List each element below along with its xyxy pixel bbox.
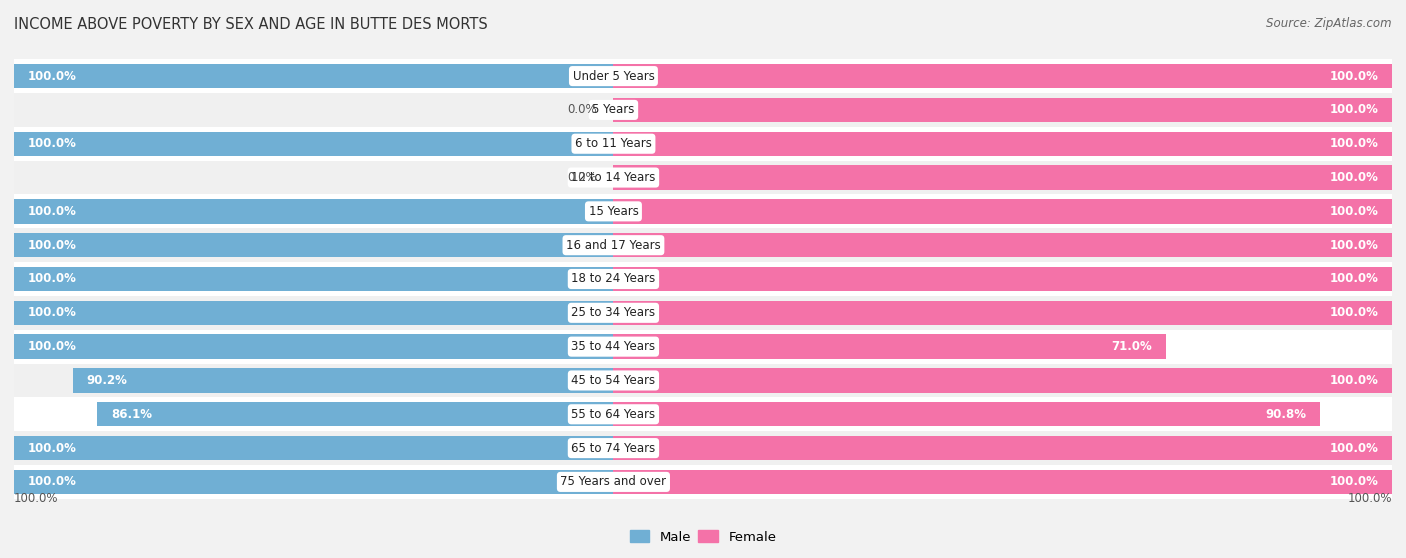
Bar bbox=[613, 334, 1166, 359]
Text: 100.0%: 100.0% bbox=[1329, 137, 1378, 150]
Bar bbox=[14, 194, 1392, 228]
Text: 100.0%: 100.0% bbox=[1347, 492, 1392, 506]
Text: Under 5 Years: Under 5 Years bbox=[572, 70, 654, 83]
Bar bbox=[14, 228, 1392, 262]
Text: 100.0%: 100.0% bbox=[28, 340, 77, 353]
Bar bbox=[14, 64, 613, 88]
Text: 100.0%: 100.0% bbox=[1329, 239, 1378, 252]
Text: 75 Years and over: 75 Years and over bbox=[561, 475, 666, 488]
Text: 65 to 74 Years: 65 to 74 Years bbox=[571, 441, 655, 455]
Bar bbox=[613, 470, 1392, 494]
Text: 100.0%: 100.0% bbox=[1329, 171, 1378, 184]
Text: 100.0%: 100.0% bbox=[1329, 374, 1378, 387]
Text: 100.0%: 100.0% bbox=[1329, 441, 1378, 455]
Text: 100.0%: 100.0% bbox=[1329, 70, 1378, 83]
Bar bbox=[613, 199, 1392, 224]
Text: 100.0%: 100.0% bbox=[1329, 205, 1378, 218]
Bar bbox=[14, 132, 613, 156]
Text: 100.0%: 100.0% bbox=[28, 272, 77, 286]
Bar bbox=[14, 397, 1392, 431]
Text: 100.0%: 100.0% bbox=[1329, 475, 1378, 488]
Bar bbox=[14, 127, 1392, 161]
Text: 0.0%: 0.0% bbox=[567, 171, 598, 184]
Text: 100.0%: 100.0% bbox=[1329, 306, 1378, 319]
Bar bbox=[14, 93, 1392, 127]
Text: 100.0%: 100.0% bbox=[28, 70, 77, 83]
Bar bbox=[613, 436, 1392, 460]
Text: INCOME ABOVE POVERTY BY SEX AND AGE IN BUTTE DES MORTS: INCOME ABOVE POVERTY BY SEX AND AGE IN B… bbox=[14, 17, 488, 32]
Text: 15 Years: 15 Years bbox=[589, 205, 638, 218]
Text: 55 to 64 Years: 55 to 64 Years bbox=[571, 408, 655, 421]
Bar bbox=[14, 161, 1392, 194]
Text: 86.1%: 86.1% bbox=[111, 408, 152, 421]
Bar bbox=[14, 334, 613, 359]
Text: 90.2%: 90.2% bbox=[87, 374, 128, 387]
Text: Source: ZipAtlas.com: Source: ZipAtlas.com bbox=[1267, 17, 1392, 30]
Text: 100.0%: 100.0% bbox=[28, 239, 77, 252]
Text: 100.0%: 100.0% bbox=[1329, 103, 1378, 117]
Text: 100.0%: 100.0% bbox=[14, 492, 59, 506]
Text: 100.0%: 100.0% bbox=[28, 475, 77, 488]
Bar bbox=[14, 267, 613, 291]
Text: 100.0%: 100.0% bbox=[28, 137, 77, 150]
Text: 71.0%: 71.0% bbox=[1112, 340, 1153, 353]
Bar bbox=[613, 233, 1392, 257]
Text: 18 to 24 Years: 18 to 24 Years bbox=[571, 272, 655, 286]
Text: 100.0%: 100.0% bbox=[1329, 272, 1378, 286]
Text: 35 to 44 Years: 35 to 44 Years bbox=[571, 340, 655, 353]
Text: 25 to 34 Years: 25 to 34 Years bbox=[571, 306, 655, 319]
Bar bbox=[73, 368, 613, 393]
Bar bbox=[97, 402, 613, 426]
Text: 100.0%: 100.0% bbox=[28, 306, 77, 319]
Bar bbox=[14, 330, 1392, 364]
Text: 16 and 17 Years: 16 and 17 Years bbox=[567, 239, 661, 252]
Bar bbox=[14, 301, 613, 325]
Bar bbox=[613, 98, 1392, 122]
Bar bbox=[14, 465, 1392, 499]
Bar bbox=[14, 364, 1392, 397]
Text: 100.0%: 100.0% bbox=[28, 205, 77, 218]
Bar bbox=[14, 296, 1392, 330]
Bar bbox=[613, 165, 1392, 190]
Text: 6 to 11 Years: 6 to 11 Years bbox=[575, 137, 652, 150]
Bar bbox=[14, 233, 613, 257]
Text: 100.0%: 100.0% bbox=[28, 441, 77, 455]
Bar bbox=[613, 132, 1392, 156]
Text: 5 Years: 5 Years bbox=[592, 103, 634, 117]
Text: 90.8%: 90.8% bbox=[1265, 408, 1306, 421]
Bar bbox=[14, 436, 613, 460]
Bar bbox=[613, 301, 1392, 325]
Bar bbox=[613, 64, 1392, 88]
Bar bbox=[14, 470, 613, 494]
Text: 0.0%: 0.0% bbox=[567, 103, 598, 117]
Bar bbox=[14, 59, 1392, 93]
Bar bbox=[613, 368, 1392, 393]
Legend: Male, Female: Male, Female bbox=[624, 525, 782, 549]
Bar bbox=[14, 431, 1392, 465]
Bar bbox=[14, 199, 613, 224]
Text: 12 to 14 Years: 12 to 14 Years bbox=[571, 171, 655, 184]
Bar bbox=[613, 402, 1320, 426]
Text: 45 to 54 Years: 45 to 54 Years bbox=[571, 374, 655, 387]
Bar bbox=[613, 267, 1392, 291]
Bar bbox=[14, 262, 1392, 296]
